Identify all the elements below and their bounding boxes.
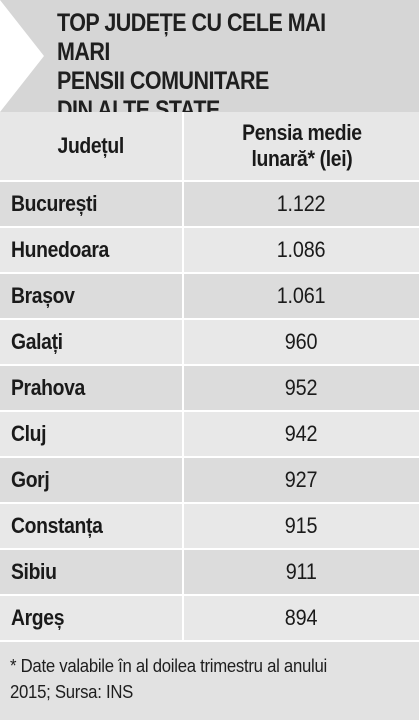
pension-cell: 915 [184, 504, 419, 548]
table-row: Argeș 894 [0, 596, 419, 642]
pension-cell: 894 [184, 596, 419, 640]
pension-value: 1.122 [277, 191, 326, 216]
pension-cell: 960 [184, 320, 419, 364]
county-name: Cluj [11, 421, 47, 446]
county-name: Galați [11, 329, 63, 354]
pension-value: 942 [285, 421, 318, 446]
footnote: * Date valabile în al doilea trimestru a… [0, 642, 419, 720]
county-name: Constanța [11, 513, 103, 538]
county-name: București [11, 191, 98, 216]
pension-value: 894 [285, 605, 318, 630]
county-cell: Prahova [0, 366, 184, 410]
table-row: Constanța 915 [0, 504, 419, 550]
arrow-icon [0, 0, 44, 112]
pension-value: 915 [285, 513, 318, 538]
county-cell: Gorj [0, 458, 184, 502]
pension-cell: 952 [184, 366, 419, 410]
pension-header-cell: Pensia medie lunară* (lei) [184, 112, 419, 180]
table-row: Brașov 1.061 [0, 274, 419, 320]
county-cell: Sibiu [0, 550, 184, 594]
pension-header: Pensia medie lunară* (lei) [242, 120, 362, 172]
pension-value: 952 [285, 375, 318, 400]
table-header-row: Județul Pensia medie lunară* (lei) [0, 112, 419, 182]
table-row: Cluj 942 [0, 412, 419, 458]
table-row: Sibiu 911 [0, 550, 419, 596]
pension-value: 927 [285, 467, 318, 492]
county-cell: București [0, 182, 184, 226]
footnote-line1: * Date valabile în al doilea trimestru a… [10, 656, 327, 676]
title-band: TOP JUDEȚE CU CELE MAI MARI PENSII COMUN… [0, 0, 419, 112]
pension-cell: 1.086 [184, 228, 419, 272]
pension-header-line1: Pensia medie [241, 120, 362, 145]
county-name: Brașov [11, 283, 75, 308]
county-cell: Brașov [0, 274, 184, 318]
pension-value: 960 [285, 329, 318, 354]
table-row: București 1.122 [0, 182, 419, 228]
county-cell: Galați [0, 320, 184, 364]
pension-cell: 911 [184, 550, 419, 594]
pension-header-line2: lunară* (lei) [251, 146, 352, 171]
county-name: Sibiu [11, 559, 57, 584]
page-title: TOP JUDEȚE CU CELE MAI MARI PENSII COMUN… [57, 9, 326, 112]
pension-value: 1.061 [277, 283, 326, 308]
footnote-line2: 2015; Sursa: INS [10, 682, 134, 702]
county-cell: Hunedoara [0, 228, 184, 272]
pension-cell: 927 [184, 458, 419, 502]
county-header: Județul [57, 133, 125, 158]
county-name: Gorj [11, 467, 50, 492]
county-name: Argeș [11, 605, 65, 630]
pension-cell: 1.122 [184, 182, 419, 226]
pension-cell: 1.061 [184, 274, 419, 318]
table-row: Galați 960 [0, 320, 419, 366]
table-row: Gorj 927 [0, 458, 419, 504]
county-name: Hunedoara [11, 237, 109, 262]
pension-value: 1.086 [277, 237, 326, 262]
pension-table: Județul Pensia medie lunară* (lei) Bucur… [0, 112, 419, 642]
table-row: Prahova 952 [0, 366, 419, 412]
county-header-cell: Județul [0, 112, 184, 180]
county-cell: Argeș [0, 596, 184, 640]
pension-value: 911 [285, 559, 318, 584]
county-cell: Cluj [0, 412, 184, 456]
county-cell: Constanța [0, 504, 184, 548]
pension-cell: 942 [184, 412, 419, 456]
table-row: Hunedoara 1.086 [0, 228, 419, 274]
county-name: Prahova [11, 375, 85, 400]
